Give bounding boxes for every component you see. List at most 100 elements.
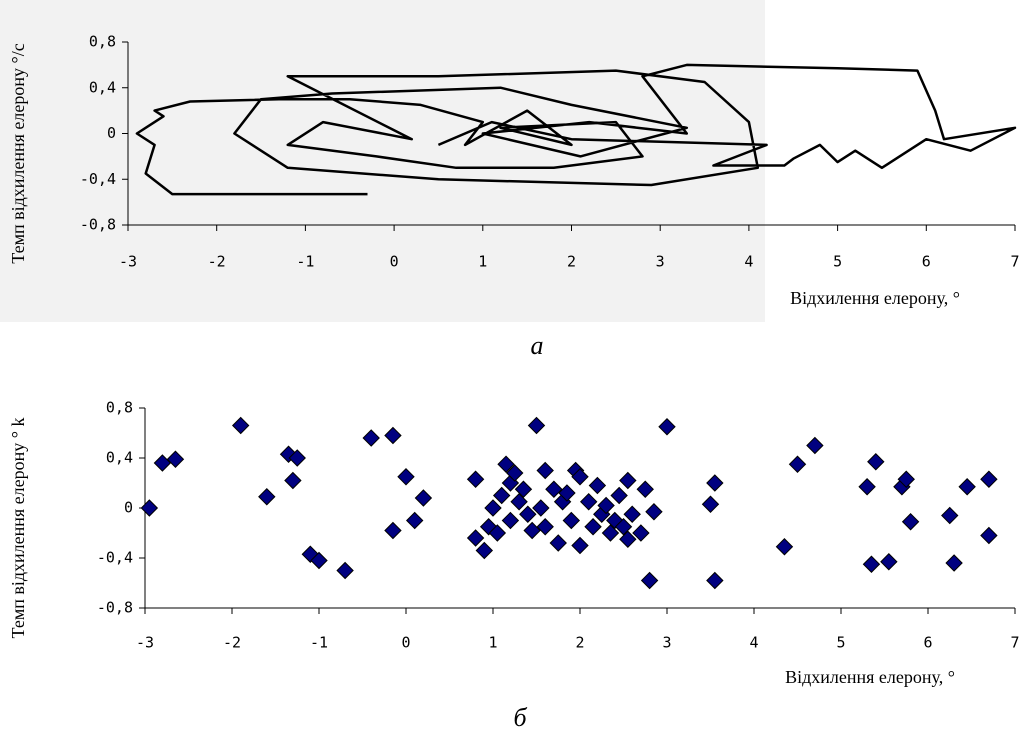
point (414, 489, 433, 507)
x-tick-label: 4 (749, 634, 758, 652)
point (897, 470, 915, 488)
point (601, 524, 620, 542)
point (614, 518, 633, 536)
point (362, 429, 380, 447)
point (623, 505, 641, 523)
point (140, 499, 159, 517)
x-tick-label: -3 (119, 253, 137, 271)
point (397, 468, 415, 486)
x-tick-label: 7 (1010, 253, 1019, 271)
x-tick-label: -1 (296, 253, 314, 271)
x-tick-label: -2 (208, 253, 226, 271)
caption: а (531, 331, 544, 360)
point (980, 526, 998, 545)
x-tick-label: 4 (744, 253, 753, 271)
point (980, 470, 998, 488)
x-axis-label: Відхилення елерону, ° (790, 288, 960, 308)
point (497, 455, 515, 473)
x-tick-label: 7 (1010, 634, 1019, 652)
x-tick-label: 5 (833, 253, 842, 271)
point (584, 518, 602, 536)
point (880, 553, 898, 571)
x-tick-label: 3 (662, 634, 671, 652)
point (645, 503, 663, 521)
point (901, 513, 920, 531)
y-axis-label: Темп відхилення елерону °/c (8, 43, 28, 263)
y-tick-label: 0,8 (106, 399, 133, 417)
x-tick-label: 6 (923, 634, 932, 652)
point (619, 530, 637, 548)
point (636, 480, 654, 498)
point (336, 561, 354, 580)
point (501, 511, 520, 530)
x-tick-label: 5 (836, 634, 845, 652)
x-tick-label: 1 (488, 634, 497, 652)
point (941, 506, 959, 525)
x-tick-label: 0 (401, 634, 410, 652)
point (288, 449, 306, 467)
point (571, 468, 589, 486)
y-tick-label: -0,4 (80, 170, 116, 188)
point (549, 534, 567, 552)
point (484, 499, 502, 517)
point (231, 416, 250, 435)
point (475, 541, 494, 560)
point (510, 493, 528, 511)
point (153, 454, 172, 472)
x-axis-label: Відхилення елерону, ° (785, 667, 955, 687)
x-tick-label: 3 (656, 253, 665, 271)
point (466, 470, 485, 488)
point (492, 486, 511, 505)
point (632, 524, 650, 542)
point (619, 471, 637, 490)
point (527, 416, 546, 435)
point (806, 436, 824, 455)
x-tick-label: 2 (567, 253, 576, 271)
point (310, 551, 328, 570)
y-tick-label: 0,4 (106, 449, 133, 467)
y-tick-label: -0,4 (97, 549, 133, 567)
point (597, 496, 615, 515)
point (536, 518, 554, 536)
point (867, 453, 885, 471)
point (706, 571, 724, 590)
point (519, 505, 537, 523)
y-axis-label: Темп відхилення елерону ° k (8, 418, 28, 639)
point (258, 488, 276, 506)
point (466, 529, 485, 547)
point (706, 474, 724, 492)
x-tick-label: 0 (390, 253, 399, 271)
x-tick-label: 2 (575, 634, 584, 652)
y-tick-label: 0 (124, 499, 133, 517)
point (506, 464, 524, 482)
point (488, 524, 507, 542)
point (562, 511, 581, 530)
y-tick-label: 0,8 (89, 33, 116, 51)
point (405, 511, 424, 530)
point (532, 499, 550, 517)
point (284, 471, 302, 490)
point (862, 555, 881, 573)
point (958, 478, 976, 496)
point (945, 554, 963, 572)
point (788, 455, 807, 473)
point (588, 476, 607, 495)
point (579, 493, 598, 511)
point (610, 486, 628, 505)
x-tick-label: 1 (478, 253, 487, 271)
x-tick-label: -2 (223, 634, 241, 652)
point (384, 426, 402, 445)
y-tick-label: -0,8 (97, 599, 133, 617)
point (701, 495, 720, 513)
x-tick-label: -3 (136, 634, 154, 652)
point (858, 478, 876, 496)
point (571, 536, 589, 555)
y-tick-label: 0 (107, 124, 116, 142)
x-tick-label: -1 (310, 634, 328, 652)
point (384, 521, 402, 540)
y-tick-label: -0,8 (80, 216, 116, 234)
point (775, 538, 794, 556)
point (658, 418, 676, 436)
